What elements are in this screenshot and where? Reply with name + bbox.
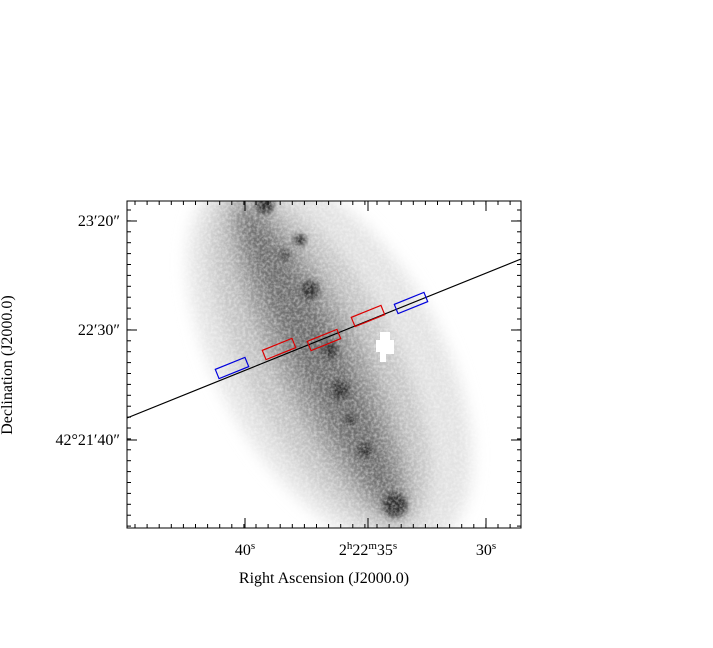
superscript: m — [368, 540, 377, 552]
tick-text: 22 — [352, 542, 368, 559]
sky-image — [127, 201, 521, 528]
tick-text: 40 — [235, 542, 251, 559]
y-axis-label: Declination (J2000.0) — [0, 295, 16, 435]
tick-text: 30 — [476, 542, 492, 559]
tick-marks — [127, 201, 521, 528]
x-axis-label: Right Ascension (J2000.0) — [239, 570, 409, 587]
superscript: h — [347, 540, 353, 552]
aperture-red — [261, 337, 297, 361]
aperture-red — [350, 304, 386, 328]
y-tick-label: 42°21′40″ — [55, 432, 120, 449]
x-tick-label: 2h22m35s — [339, 540, 397, 559]
y-tick-label: 22′30″ — [78, 322, 120, 339]
tick-text: 35 — [377, 542, 393, 559]
x-tick-label: 40s — [235, 540, 255, 559]
apertures — [214, 291, 429, 380]
superscript: s — [393, 540, 397, 552]
tick-text: 2 — [339, 542, 347, 559]
superscript: s — [492, 540, 496, 552]
slit-line — [127, 258, 521, 419]
plot-frame — [126, 200, 522, 529]
aperture-blue — [214, 356, 250, 380]
x-tick-label: 30s — [476, 540, 496, 559]
aperture-red — [306, 328, 342, 352]
aperture-blue — [393, 291, 429, 315]
y-tick-label: 23′20″ — [78, 213, 120, 230]
superscript: s — [251, 540, 255, 552]
